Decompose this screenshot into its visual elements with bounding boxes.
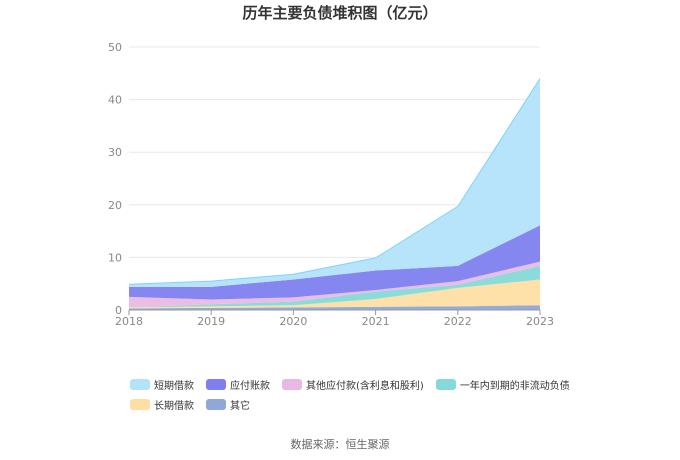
chart-title: 历年主要负债堆积图（亿元）: [242, 4, 438, 22]
area-短期借款: [129, 78, 540, 287]
legend-label: 其他应付款(含利息和股利): [306, 380, 424, 392]
y-tick-label: 20: [108, 199, 122, 212]
y-tick-label: 40: [108, 94, 122, 107]
area-其它: [129, 305, 540, 310]
y-tick-label: 10: [108, 251, 122, 264]
area-其他应付款(含利息和股利): [129, 261, 540, 308]
legend-label: 长期借款: [154, 400, 194, 412]
y-tick-label: 0: [115, 304, 122, 317]
legend-item[interactable]: 其他应付款(含利息和股利): [282, 377, 424, 392]
legend-swatch: [282, 378, 302, 390]
x-tick-label: 2018: [115, 315, 143, 328]
x-tick-label: 2022: [444, 315, 472, 328]
legend-item[interactable]: 短期借款: [130, 377, 194, 392]
x-tick-label: 2021: [362, 315, 390, 328]
legend-item[interactable]: 应付账款: [206, 377, 270, 392]
area-应付账款: [129, 225, 540, 300]
legend-swatch: [130, 398, 150, 410]
x-tick-label: 2023: [526, 315, 554, 328]
legend-item[interactable]: 其它: [206, 397, 250, 412]
total-outline: [128, 78, 541, 285]
legend-label: 短期借款: [154, 380, 194, 392]
x-tick-label: 2019: [197, 315, 225, 328]
area-长期借款: [129, 279, 540, 309]
legend: 短期借款 应付账款 其他应付款(含利息和股利) 一年内到期的非流动负债长期借款 其它: [130, 377, 590, 412]
area-series: [128, 78, 541, 310]
legend-label: 其它: [230, 400, 250, 412]
legend-item[interactable]: 一年内到期的非流动负债: [435, 377, 570, 392]
area-一年内到期的非流动负债: [129, 265, 540, 308]
legend-swatch: [206, 378, 226, 390]
y-tick-label: 30: [108, 146, 122, 159]
y-tick-label: 50: [108, 41, 122, 54]
legend-label: 一年内到期的非流动负债: [459, 380, 570, 392]
axes: 0 10 20 30 40 50 2018 2019 2020 2021 2022 2023: [108, 41, 554, 328]
legend-swatch: [435, 378, 456, 390]
legend-swatch: [130, 378, 150, 390]
data-source: 数据来源：恒生聚源: [290, 438, 390, 451]
legend-label: 应付账款: [230, 380, 270, 392]
legend-item[interactable]: 长期借款: [130, 397, 194, 412]
x-tick-label: 2020: [279, 315, 307, 328]
legend-swatch: [206, 398, 226, 410]
